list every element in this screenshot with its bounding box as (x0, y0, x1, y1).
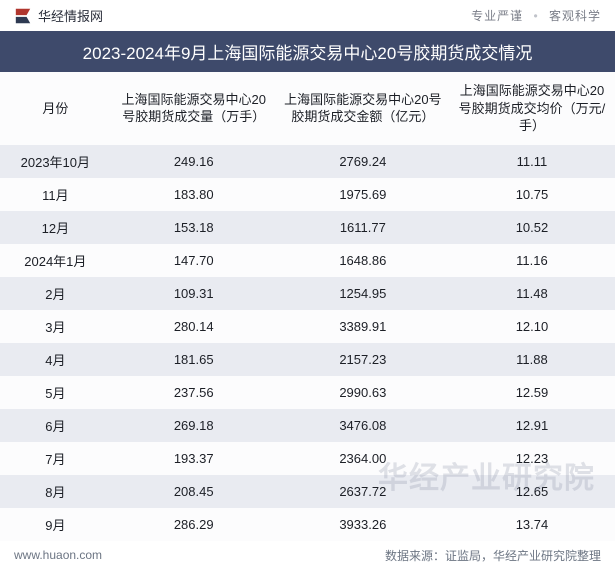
col-header-avg: 上海国际能源交易中心20号胶期货成交均价（万元/手） (449, 72, 615, 145)
table-row: 11月183.801975.6910.75 (0, 178, 615, 211)
brand: 华经情报网 (14, 6, 103, 25)
cell-volume: 286.29 (111, 508, 277, 541)
table-row: 8月208.452637.7212.65 (0, 475, 615, 508)
cell-amount: 2364.00 (277, 442, 449, 475)
cell-volume: 269.18 (111, 409, 277, 442)
cell-month: 2023年10月 (0, 145, 111, 178)
cell-volume: 181.65 (111, 343, 277, 376)
footer-source-label: 数据来源： (385, 549, 445, 563)
cell-volume: 249.16 (111, 145, 277, 178)
footer-source: 数据来源：证监局，华经产业研究院整理 (385, 547, 601, 564)
col-header-amount: 上海国际能源交易中心20号胶期货成交金额（亿元） (277, 72, 449, 145)
table-row: 2024年1月147.701648.8611.16 (0, 244, 615, 277)
table-row: 5月237.562990.6312.59 (0, 376, 615, 409)
cell-amount: 2990.63 (277, 376, 449, 409)
cell-volume: 109.31 (111, 277, 277, 310)
tagline-a: 专业严谨 (471, 9, 523, 23)
cell-avg: 13.74 (449, 508, 615, 541)
cell-month: 5月 (0, 376, 111, 409)
top-bar: 华经情报网 专业严谨 • 客观科学 (0, 0, 615, 31)
footer-site: www.huaon.com (14, 548, 102, 562)
cell-amount: 1975.69 (277, 178, 449, 211)
cell-amount: 2157.23 (277, 343, 449, 376)
cell-amount: 1254.95 (277, 277, 449, 310)
cell-volume: 183.80 (111, 178, 277, 211)
cell-amount: 1648.86 (277, 244, 449, 277)
cell-avg: 12.23 (449, 442, 615, 475)
table-row: 6月269.183476.0812.91 (0, 409, 615, 442)
cell-month: 8月 (0, 475, 111, 508)
cell-avg: 11.11 (449, 145, 615, 178)
cell-volume: 208.45 (111, 475, 277, 508)
cell-month: 2月 (0, 277, 111, 310)
table-row: 9月286.293933.2613.74 (0, 508, 615, 541)
cell-month: 9月 (0, 508, 111, 541)
cell-avg: 12.65 (449, 475, 615, 508)
cell-avg: 10.52 (449, 211, 615, 244)
cell-avg: 12.91 (449, 409, 615, 442)
col-header-month: 月份 (0, 72, 111, 145)
cell-amount: 3476.08 (277, 409, 449, 442)
tagline-separator: • (533, 9, 538, 23)
table-body: 2023年10月249.162769.2411.1111月183.801975.… (0, 145, 615, 541)
cell-volume: 193.37 (111, 442, 277, 475)
page-title: 2023-2024年9月上海国际能源交易中心20号胶期货成交情况 (0, 31, 615, 72)
tagline: 专业严谨 • 客观科学 (471, 7, 601, 24)
table-row: 7月193.372364.0012.23 (0, 442, 615, 475)
col-header-volume: 上海国际能源交易中心20号胶期货成交量（万手） (111, 72, 277, 145)
cell-amount: 2637.72 (277, 475, 449, 508)
footer: www.huaon.com 数据来源：证监局，华经产业研究院整理 (0, 541, 615, 564)
brand-logo-icon (14, 7, 32, 25)
cell-amount: 2769.24 (277, 145, 449, 178)
data-table: 月份 上海国际能源交易中心20号胶期货成交量（万手） 上海国际能源交易中心20号… (0, 72, 615, 541)
table-row: 2月109.311254.9511.48 (0, 277, 615, 310)
tagline-b: 客观科学 (549, 9, 601, 23)
cell-month: 11月 (0, 178, 111, 211)
cell-avg: 10.75 (449, 178, 615, 211)
cell-volume: 147.70 (111, 244, 277, 277)
footer-source-text: 证监局，华经产业研究院整理 (445, 549, 601, 563)
cell-month: 4月 (0, 343, 111, 376)
cell-avg: 11.88 (449, 343, 615, 376)
table-row: 4月181.652157.2311.88 (0, 343, 615, 376)
table-row: 12月153.181611.7710.52 (0, 211, 615, 244)
cell-volume: 280.14 (111, 310, 277, 343)
cell-amount: 1611.77 (277, 211, 449, 244)
cell-month: 3月 (0, 310, 111, 343)
cell-amount: 3389.91 (277, 310, 449, 343)
cell-avg: 11.48 (449, 277, 615, 310)
table-header-row: 月份 上海国际能源交易中心20号胶期货成交量（万手） 上海国际能源交易中心20号… (0, 72, 615, 145)
cell-amount: 3933.26 (277, 508, 449, 541)
cell-avg: 11.16 (449, 244, 615, 277)
cell-month: 12月 (0, 211, 111, 244)
cell-avg: 12.10 (449, 310, 615, 343)
brand-name: 华经情报网 (38, 6, 103, 25)
cell-month: 2024年1月 (0, 244, 111, 277)
table-row: 3月280.143389.9112.10 (0, 310, 615, 343)
cell-month: 6月 (0, 409, 111, 442)
cell-volume: 237.56 (111, 376, 277, 409)
cell-volume: 153.18 (111, 211, 277, 244)
cell-avg: 12.59 (449, 376, 615, 409)
cell-month: 7月 (0, 442, 111, 475)
table-row: 2023年10月249.162769.2411.11 (0, 145, 615, 178)
